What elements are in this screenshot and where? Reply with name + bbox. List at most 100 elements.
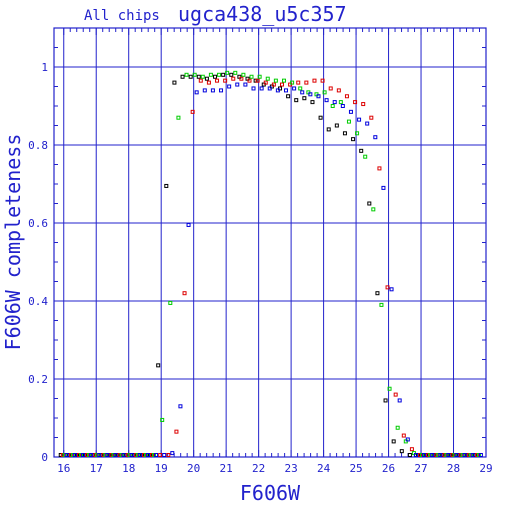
- data-point: [202, 88, 207, 93]
- data-point: [158, 453, 163, 457]
- data-point: [338, 100, 343, 105]
- data-point: [231, 76, 236, 81]
- data-point: [422, 453, 427, 457]
- data-point: [162, 453, 167, 457]
- x-tick-label: 17: [90, 462, 103, 475]
- data-point: [281, 78, 286, 83]
- data-point: [292, 86, 297, 91]
- data-point: [72, 453, 77, 457]
- data-point: [125, 453, 130, 457]
- data-point: [186, 222, 191, 227]
- data-point: [267, 86, 272, 91]
- data-point: [365, 121, 370, 126]
- data-point: [200, 74, 205, 79]
- data-point: [154, 453, 159, 457]
- data-point: [320, 78, 325, 83]
- data-point: [336, 88, 341, 93]
- data-point: [192, 72, 197, 77]
- chips-label: All chips: [84, 8, 160, 24]
- grid-lines: [54, 28, 486, 457]
- data-point: [182, 291, 187, 296]
- chart-title: ugca438_u5c357: [178, 2, 347, 26]
- data-point: [391, 439, 396, 444]
- data-point: [383, 398, 388, 403]
- data-point: [194, 90, 199, 95]
- data-point: [263, 80, 268, 85]
- data-point: [308, 92, 313, 97]
- data-point: [64, 453, 69, 457]
- data-point: [170, 451, 175, 456]
- data-point: [178, 404, 183, 409]
- data-point: [243, 82, 248, 87]
- data-point: [223, 78, 228, 83]
- data-point: [294, 98, 299, 103]
- data-point: [105, 453, 110, 457]
- data-point: [310, 100, 315, 105]
- data-point: [381, 185, 386, 190]
- data-point: [219, 88, 224, 93]
- data-point: [259, 86, 264, 91]
- data-point: [290, 80, 295, 85]
- data-point: [166, 453, 171, 457]
- x-tick-label: 29: [479, 462, 492, 475]
- data-point: [80, 453, 85, 457]
- data-point: [355, 131, 360, 136]
- data-point: [346, 119, 351, 124]
- data-point: [217, 72, 222, 77]
- data-point: [361, 102, 366, 107]
- data-point: [357, 117, 362, 122]
- data-point: [322, 90, 327, 95]
- data-point: [373, 135, 378, 140]
- data-point: [255, 78, 260, 83]
- data-point: [375, 291, 380, 296]
- y-tick-label: 0: [41, 451, 48, 464]
- data-point: [271, 82, 276, 87]
- data-point: [379, 302, 384, 307]
- x-tick-label: 19: [155, 462, 168, 475]
- data-point: [241, 72, 246, 77]
- x-tick-label: 18: [122, 462, 135, 475]
- data-point: [340, 104, 345, 108]
- data-point: [206, 80, 211, 85]
- data-point: [176, 115, 181, 120]
- y-tick-label: 0.6: [28, 217, 48, 230]
- data-point: [279, 82, 284, 87]
- x-tick-label: 28: [447, 462, 460, 475]
- data-point: [399, 449, 404, 454]
- data-point: [330, 104, 335, 108]
- data-point: [446, 453, 451, 457]
- data-point: [328, 86, 333, 91]
- data-point: [172, 80, 177, 85]
- data-point: [210, 88, 215, 93]
- data-point: [353, 100, 358, 105]
- x-tick-labels: 16 17 18 19 20 21 22 23 24 25 26 27 28 29: [57, 462, 493, 475]
- data-point: [227, 84, 232, 89]
- data-point: [198, 78, 203, 83]
- data-point: [298, 86, 303, 91]
- data-point: [324, 98, 329, 103]
- data-point: [251, 86, 256, 91]
- data-point: [156, 363, 161, 368]
- data-point: [249, 74, 254, 79]
- data-point: [253, 78, 258, 83]
- data-point: [326, 127, 331, 132]
- data-point: [257, 74, 262, 79]
- data-point: [137, 453, 142, 457]
- data-point: [407, 453, 412, 457]
- data-point: [275, 88, 280, 93]
- data-point: [188, 74, 193, 79]
- data-point: [184, 72, 189, 77]
- data-point: [385, 285, 390, 290]
- x-tick-label: 26: [382, 462, 395, 475]
- x-tick-label: 22: [252, 462, 265, 475]
- data-point: [97, 453, 102, 457]
- data-point: [369, 115, 374, 120]
- data-point: [229, 72, 234, 77]
- data-point: [273, 78, 278, 83]
- data-point: [405, 437, 410, 442]
- data-point: [113, 453, 118, 457]
- data-point: [318, 115, 323, 120]
- data-point: [367, 201, 372, 206]
- data-point: [348, 109, 353, 114]
- data-point: [208, 72, 213, 77]
